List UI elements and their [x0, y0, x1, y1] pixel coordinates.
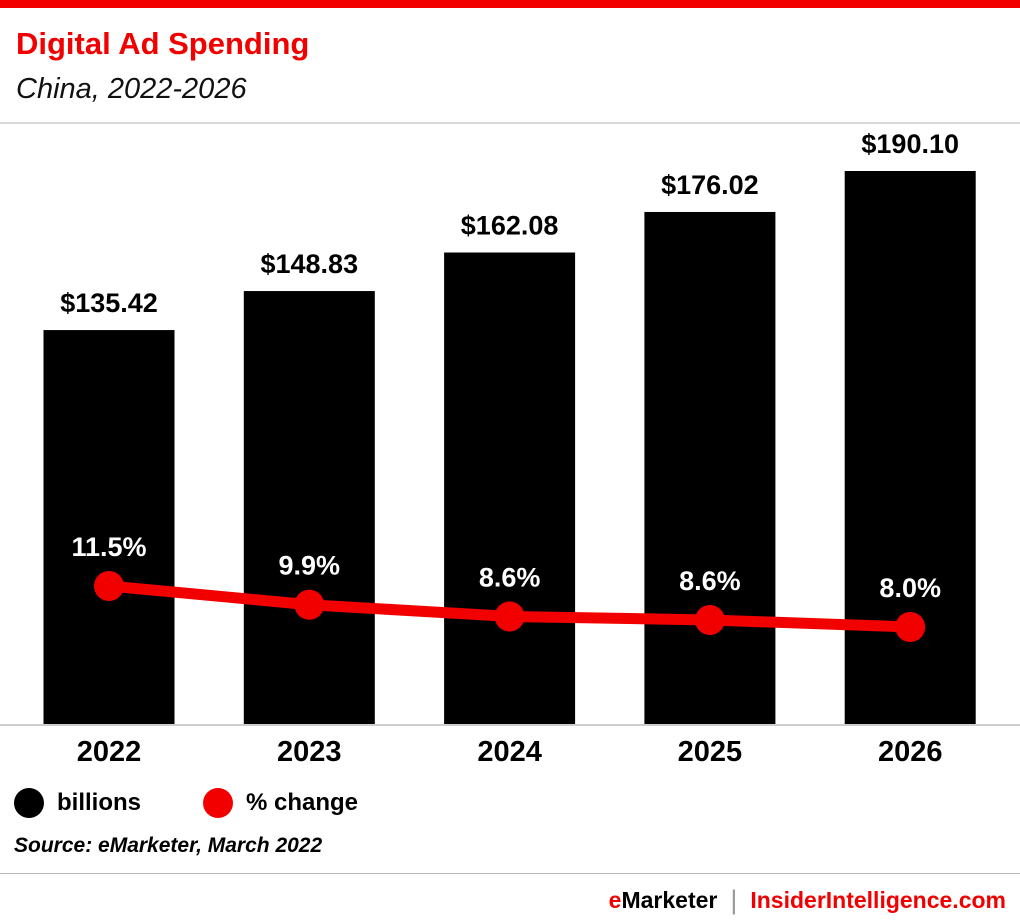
svg-text:$190.10: $190.10 — [861, 129, 959, 159]
svg-text:9.9%: 9.9% — [279, 551, 341, 581]
chart-header: Digital Ad Spending China, 2022-2026 — [0, 8, 1020, 122]
legend-item-pct-change: % change — [203, 788, 358, 818]
svg-text:8.0%: 8.0% — [879, 573, 941, 603]
chart-legend: billions % change — [0, 774, 1020, 818]
svg-text:2025: 2025 — [678, 736, 743, 768]
svg-text:$162.08: $162.08 — [461, 211, 559, 241]
source-note: Source: eMarketer, March 2022 — [14, 834, 323, 857]
pct-change-dot-icon — [203, 788, 233, 818]
legend-label-pct-change: % change — [246, 789, 359, 816]
svg-text:$176.02: $176.02 — [661, 170, 759, 200]
header-divider — [0, 122, 1020, 124]
footer-separator: | — [730, 885, 738, 915]
chart-area: $135.42 2022 $148.83 2023 $162.08 2024 $176.02… — [0, 124, 1020, 774]
top-accent-bar — [0, 0, 1020, 8]
svg-text:8.6%: 8.6% — [679, 566, 741, 596]
chart-title: Digital Ad Spending — [16, 26, 310, 61]
emarketer-logo: eMarketer — [609, 887, 718, 914]
svg-text:2022: 2022 — [77, 736, 142, 768]
legend-item-billions: billions — [14, 788, 141, 818]
svg-text:2026: 2026 — [878, 736, 943, 768]
svg-text:2024: 2024 — [477, 736, 542, 768]
svg-text:$148.83: $148.83 — [260, 249, 358, 279]
chart-subtitle: China, 2022-2026 — [16, 73, 247, 105]
insider-intelligence-url: InsiderIntelligence.com — [750, 887, 1006, 913]
billions-dot-icon — [14, 788, 44, 818]
legend-label-billions: billions — [57, 789, 141, 816]
svg-text:$135.42: $135.42 — [60, 288, 158, 318]
svg-text:2023: 2023 — [277, 736, 342, 768]
emarketer-logo-e: e — [608, 887, 622, 913]
svg-text:11.5%: 11.5% — [71, 532, 146, 562]
footer: eMarketer | InsiderIntelligence.com — [0, 874, 1020, 916]
footer-divider — [0, 873, 1020, 874]
emarketer-logo-rest: Marketer — [621, 887, 718, 913]
svg-text:8.6%: 8.6% — [479, 562, 541, 592]
chart-canvas: $135.42 2022 $148.83 2023 $162.08 2024 $176.02… — [0, 129, 1020, 768]
